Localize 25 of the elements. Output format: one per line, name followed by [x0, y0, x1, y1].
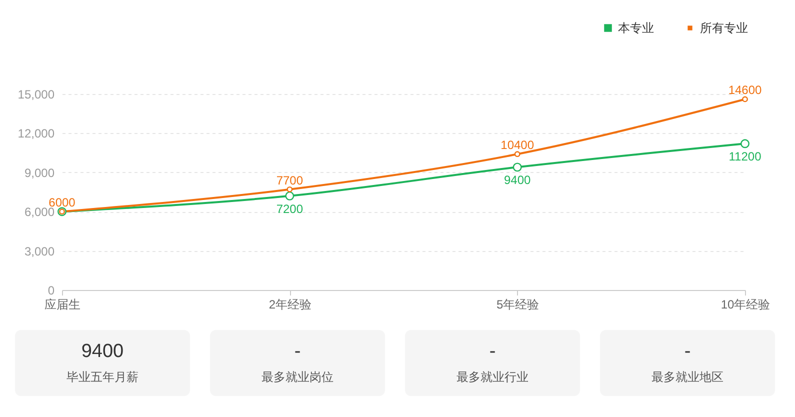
x-tick-label: 10年经验	[720, 298, 770, 312]
x-tick-label: 2年经验	[268, 298, 312, 312]
legend-label: 本专业	[618, 21, 654, 35]
y-tick-label: 0	[48, 284, 55, 298]
y-tick-label: 9,000	[24, 166, 55, 180]
data-label: 9400	[504, 173, 532, 188]
data-label: 10400	[500, 138, 534, 152]
text: 毕业五年月薪	[66, 368, 138, 386]
x-tick-label: 应届生	[44, 298, 80, 312]
data-label: 7700	[276, 173, 304, 188]
y-tick-label: 3,000	[24, 244, 55, 258]
data-label: 7200	[276, 202, 304, 216]
text: -	[489, 340, 496, 362]
y-tick-label: 15,000	[18, 88, 55, 102]
text: -	[294, 340, 301, 362]
data-label: 11200	[728, 150, 762, 164]
x-tick-label: 5年经验	[496, 298, 540, 312]
text: 最多就业行业	[456, 368, 528, 386]
legend-label: 所有专业	[700, 21, 748, 35]
text: 最多就业岗位	[262, 368, 334, 386]
y-tick-label: 12,000	[18, 126, 55, 141]
text: -	[684, 340, 691, 362]
text: 9400	[81, 340, 124, 362]
data-label: 14600	[728, 83, 762, 98]
text: 最多就业地区	[652, 368, 724, 386]
